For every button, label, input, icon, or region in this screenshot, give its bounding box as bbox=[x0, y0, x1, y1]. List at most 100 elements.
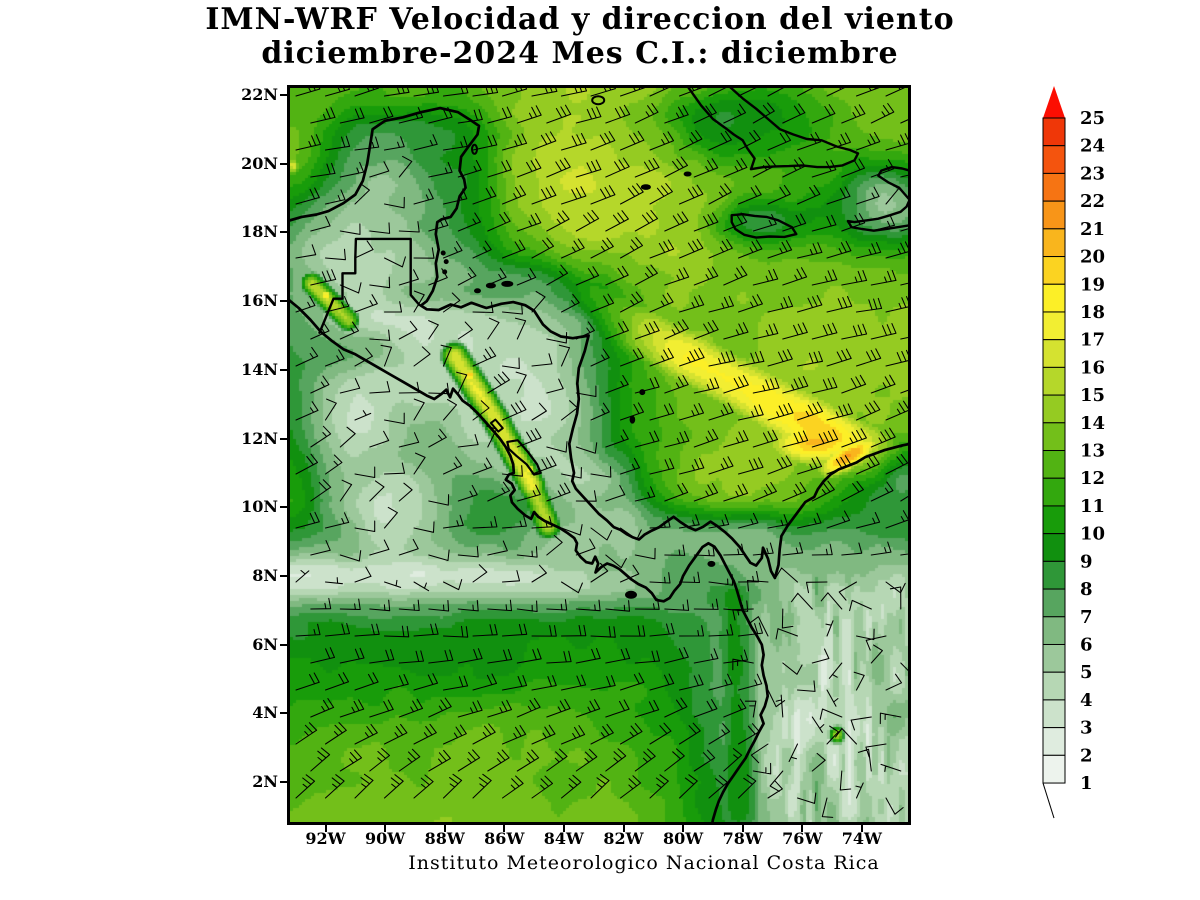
colorbar-box bbox=[1042, 366, 1066, 396]
colorbar-tick-label: 8 bbox=[1080, 579, 1093, 600]
colorbar-under-tail bbox=[1042, 782, 1055, 819]
lat-tick-mark bbox=[280, 94, 287, 96]
hispaniola-coastline bbox=[846, 165, 908, 232]
wind-speed-field-canvas bbox=[290, 88, 908, 822]
colorbar-tick-label: 25 bbox=[1080, 108, 1105, 129]
lon-tick-mark bbox=[801, 825, 804, 832]
colorbar-box bbox=[1042, 283, 1066, 313]
colorbar-box bbox=[1042, 671, 1066, 701]
colorbar-box bbox=[1042, 477, 1066, 507]
colorbar-box bbox=[1042, 588, 1066, 618]
jamaica-coastline bbox=[730, 213, 798, 239]
lon-tick-label: 90W bbox=[364, 829, 406, 848]
colorbar-tick-label: 5 bbox=[1080, 662, 1093, 683]
colorbar-tick-label: 6 bbox=[1080, 634, 1093, 655]
lat-tick-mark bbox=[280, 643, 287, 646]
lon-tick-mark bbox=[562, 825, 565, 832]
lat-tick-mark bbox=[280, 437, 287, 440]
colorbar-tick-label: 21 bbox=[1080, 219, 1105, 240]
lat-tick-mark bbox=[280, 231, 287, 234]
colorbar-box bbox=[1042, 754, 1066, 784]
lat-tick-label: 2N bbox=[252, 772, 278, 791]
colorbar-box bbox=[1042, 616, 1066, 645]
map-subtitle: diciembre-2024 Mes C.I.: diciembre bbox=[261, 36, 899, 71]
colorbar-box bbox=[1042, 505, 1066, 535]
map-frame bbox=[287, 85, 911, 825]
lon-tick-mark bbox=[384, 825, 387, 832]
lon-tick-mark bbox=[443, 825, 446, 832]
colorbar-tick-label: 2 bbox=[1080, 745, 1093, 766]
colorbar-tick-label: 10 bbox=[1080, 524, 1105, 545]
colorbar-box bbox=[1042, 727, 1066, 756]
colorbar-tick-label: 7 bbox=[1080, 607, 1093, 628]
lat-tick-label: 4N bbox=[252, 703, 278, 723]
colorbar-tick-label: 22 bbox=[1080, 191, 1105, 212]
lon-tick-label: 80W bbox=[662, 829, 704, 848]
lat-tick-label: 18N bbox=[241, 222, 278, 242]
colorbar-box bbox=[1042, 560, 1066, 590]
colorbar-tick-label: 14 bbox=[1080, 413, 1105, 434]
island bbox=[640, 184, 651, 190]
lat-tick-mark bbox=[280, 574, 287, 577]
lon-tick-label: 84W bbox=[543, 829, 584, 848]
lat-tick-mark bbox=[280, 712, 287, 715]
lon-tick-mark bbox=[324, 825, 327, 832]
colorbar-tick-label: 15 bbox=[1080, 385, 1105, 406]
lon-tick-label: 76W bbox=[782, 829, 823, 848]
island bbox=[683, 171, 692, 177]
colorbar-box bbox=[1042, 643, 1066, 673]
colorbar-tick-label: 17 bbox=[1080, 330, 1105, 351]
colorbar-tick-label: 16 bbox=[1080, 357, 1105, 378]
colorbar-over-arrow bbox=[1043, 86, 1065, 118]
island bbox=[442, 269, 448, 275]
lake-nicaragua-outline bbox=[506, 439, 542, 476]
pacific-coastline bbox=[290, 299, 770, 822]
island bbox=[639, 389, 646, 396]
colorbar-box bbox=[1042, 117, 1066, 147]
colorbar-box bbox=[1042, 422, 1066, 452]
colorbar-tick-label: 20 bbox=[1080, 247, 1105, 268]
island bbox=[501, 280, 514, 287]
island bbox=[591, 95, 606, 106]
lon-tick-mark bbox=[860, 825, 863, 832]
colorbar-tick-label: 4 bbox=[1080, 690, 1093, 711]
lat-tick-label: 20N bbox=[241, 153, 278, 173]
lat-tick-label: 8N bbox=[252, 565, 278, 585]
lat-tick-mark bbox=[280, 300, 287, 303]
lat-tick-mark bbox=[280, 506, 287, 509]
island bbox=[471, 143, 478, 155]
map-caption: Instituto Meteorologico Nacional Costa R… bbox=[408, 852, 880, 874]
lat-tick-label: 12N bbox=[241, 428, 278, 448]
lon-tick-label: 92W bbox=[305, 829, 346, 848]
colorbar-tick-label: 12 bbox=[1080, 468, 1105, 489]
island bbox=[625, 590, 637, 599]
colorbar-box bbox=[1042, 145, 1066, 174]
colorbar: 2524232221201918171615141312111098765432… bbox=[1042, 86, 1105, 819]
colorbar-tick-label: 9 bbox=[1080, 551, 1093, 572]
island bbox=[474, 288, 481, 294]
colorbar-box bbox=[1042, 533, 1066, 562]
island bbox=[443, 259, 449, 265]
lat-tick-label: 6N bbox=[252, 634, 278, 654]
colorbar-tick-label: 23 bbox=[1080, 163, 1105, 184]
coastline-windbarb-overlay bbox=[290, 88, 908, 822]
wind-barbs bbox=[295, 88, 908, 818]
lon-tick-mark bbox=[503, 825, 506, 832]
cuba-coastline bbox=[687, 88, 860, 171]
colorbar-box bbox=[1042, 394, 1066, 424]
island bbox=[707, 560, 716, 567]
colorbar-box bbox=[1042, 311, 1066, 341]
lat-tick-mark bbox=[280, 162, 287, 165]
lon-tick-label: 88W bbox=[424, 829, 465, 848]
colorbar-tick-label: 24 bbox=[1080, 136, 1105, 157]
lon-tick-mark bbox=[741, 825, 744, 832]
guatemala-border bbox=[318, 237, 421, 334]
colorbar-box bbox=[1042, 256, 1066, 285]
lat-tick-mark bbox=[280, 781, 287, 783]
colorbar-box bbox=[1042, 699, 1066, 729]
island bbox=[440, 250, 446, 256]
lat-tick-label: 22N bbox=[241, 85, 278, 104]
lat-tick-mark bbox=[280, 368, 287, 371]
lat-tick-label: 14N bbox=[241, 359, 278, 379]
lon-tick-label: 82W bbox=[603, 829, 644, 848]
